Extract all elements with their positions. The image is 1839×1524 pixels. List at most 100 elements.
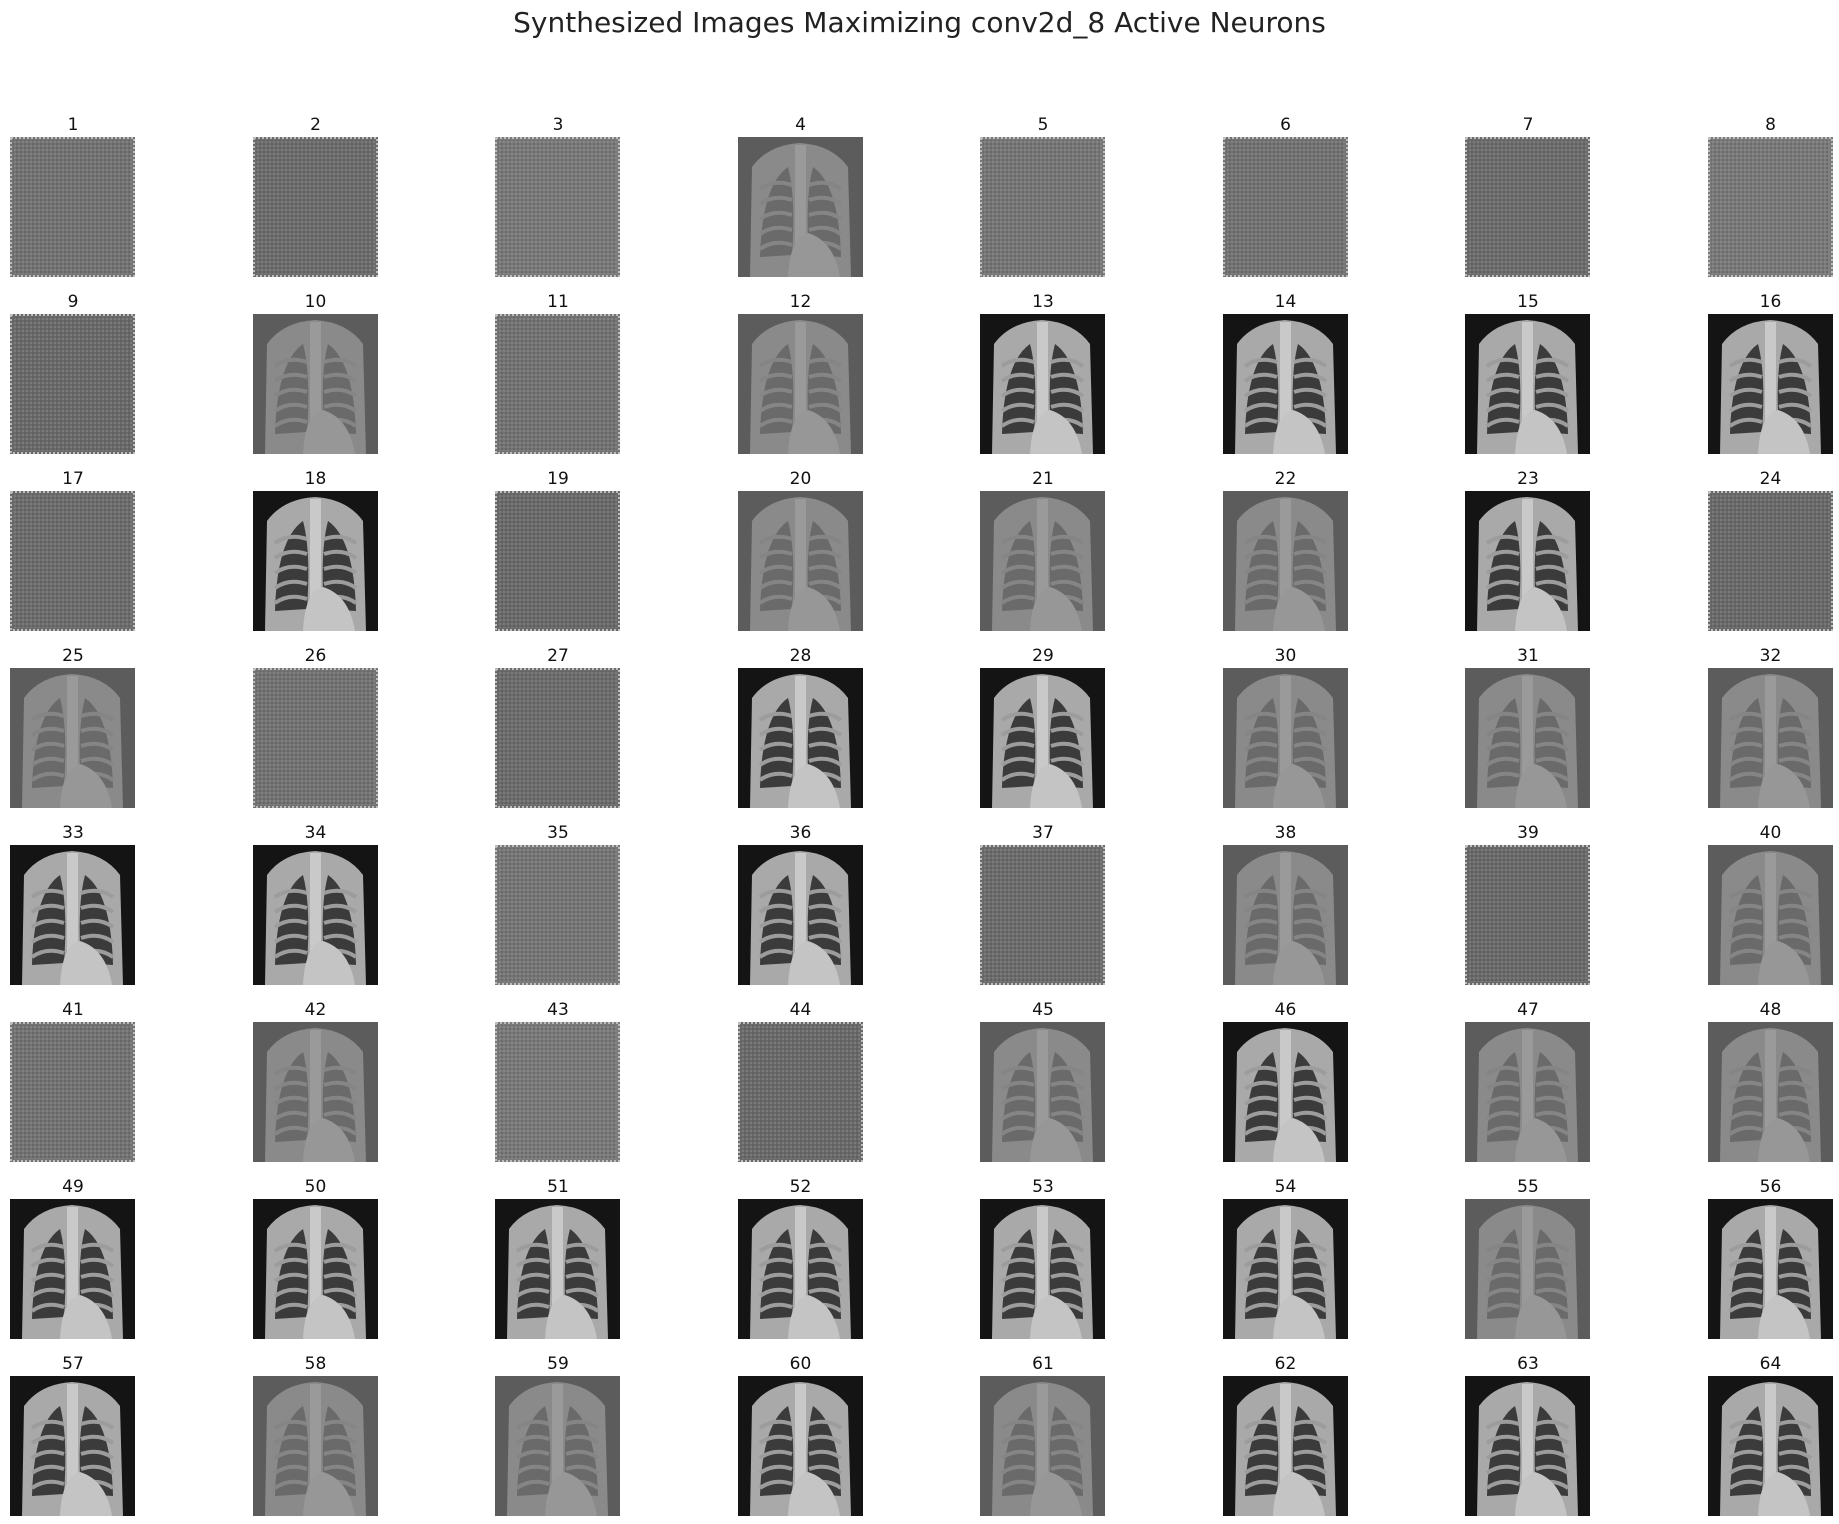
tile-label: 41 xyxy=(62,1000,84,1020)
synthesized-image xyxy=(980,1376,1105,1516)
synthesized-image xyxy=(737,314,863,454)
tile-label: 35 xyxy=(547,823,569,843)
tile-label: 34 xyxy=(304,823,327,843)
synthesized-image xyxy=(1465,314,1590,454)
tile-label: 20 xyxy=(789,469,812,489)
synthesized-image xyxy=(737,1376,863,1516)
tile-label: 61 xyxy=(1032,1354,1054,1374)
synthesized-image xyxy=(10,845,135,985)
synthesized-image xyxy=(1707,668,1833,808)
tile-label: 4 xyxy=(795,115,806,135)
synthesized-image xyxy=(1222,1199,1348,1339)
synthesized-image xyxy=(1222,314,1348,454)
tile-label: 10 xyxy=(304,292,327,312)
synthesized-image xyxy=(1707,314,1833,454)
tile-label: 13 xyxy=(1032,292,1054,312)
synthesized-image xyxy=(495,845,620,985)
tile-label: 46 xyxy=(1274,1000,1297,1020)
synthesized-image xyxy=(252,491,378,631)
tile-label: 19 xyxy=(547,469,569,489)
tile-label: 25 xyxy=(62,646,84,666)
tile-label: 37 xyxy=(1032,823,1054,843)
synthesized-image xyxy=(1465,137,1590,277)
tile-label: 2 xyxy=(310,115,321,135)
synthesized-image xyxy=(980,1199,1105,1339)
tile-label: 14 xyxy=(1274,292,1297,312)
synthesized-image xyxy=(252,1376,378,1516)
tile-label: 44 xyxy=(789,1000,812,1020)
tile-label: 17 xyxy=(62,469,84,489)
synthesized-image xyxy=(495,1376,620,1516)
synthesized-image xyxy=(495,1199,620,1339)
synthesized-image xyxy=(1707,1022,1833,1162)
synthesized-image xyxy=(737,1199,863,1339)
tile-label: 63 xyxy=(1517,1354,1539,1374)
tile-label: 11 xyxy=(547,292,569,312)
synthesized-image xyxy=(980,314,1105,454)
synthesized-image xyxy=(1465,1199,1590,1339)
tile-label: 57 xyxy=(62,1354,84,1374)
synthesized-image xyxy=(252,845,378,985)
tile-label: 53 xyxy=(1032,1177,1054,1197)
synthesized-image xyxy=(737,668,863,808)
synthesized-image xyxy=(1707,1376,1833,1516)
synthesized-image xyxy=(495,314,620,454)
tile-label: 39 xyxy=(1517,823,1539,843)
tile-label: 56 xyxy=(1759,1177,1782,1197)
synthesized-image xyxy=(10,668,135,808)
synthesized-image xyxy=(10,314,135,454)
tile-label: 58 xyxy=(304,1354,327,1374)
synthesized-image xyxy=(1707,137,1833,277)
tile-label: 26 xyxy=(304,646,327,666)
tile-label: 45 xyxy=(1032,1000,1054,1020)
synthesized-image xyxy=(252,314,378,454)
tile-label: 29 xyxy=(1032,646,1054,666)
tile-label: 8 xyxy=(1765,115,1776,135)
synthesized-image xyxy=(10,1199,135,1339)
tile-label: 24 xyxy=(1759,469,1782,489)
synthesized-image xyxy=(252,1199,378,1339)
tile-label: 5 xyxy=(1037,115,1049,135)
tile-label: 31 xyxy=(1517,646,1539,666)
synthesized-image xyxy=(980,491,1105,631)
synthesized-image xyxy=(1707,845,1833,985)
tile-label: 36 xyxy=(789,823,812,843)
synthesized-image xyxy=(495,668,620,808)
tile-label: 27 xyxy=(547,646,569,666)
tile-label: 12 xyxy=(789,292,812,312)
synthesized-image xyxy=(10,491,135,631)
tile-label: 62 xyxy=(1274,1354,1297,1374)
tile-label: 6 xyxy=(1280,115,1291,135)
tile-label: 48 xyxy=(1759,1000,1782,1020)
synthesized-image xyxy=(737,137,863,277)
synthesized-image xyxy=(1222,1022,1348,1162)
synthesized-image xyxy=(495,491,620,631)
synthesized-image xyxy=(10,1022,135,1162)
tile-label: 23 xyxy=(1517,469,1539,489)
synthesized-image xyxy=(252,137,378,277)
synthesized-image xyxy=(980,1022,1105,1162)
synthesized-image xyxy=(1465,1376,1590,1516)
tile-label: 30 xyxy=(1274,646,1297,666)
synthesized-image xyxy=(737,1022,863,1162)
tile-label: 47 xyxy=(1517,1000,1539,1020)
tile-label: 18 xyxy=(304,469,327,489)
tile-label: 32 xyxy=(1759,646,1782,666)
tile-label: 3 xyxy=(552,115,564,135)
synthesized-image xyxy=(1465,491,1590,631)
tile-label: 59 xyxy=(547,1354,569,1374)
synthesized-image xyxy=(980,668,1105,808)
figure-title: Synthesized Images Maximizing conv2d_8 A… xyxy=(513,6,1326,39)
synthesized-image xyxy=(495,1022,620,1162)
synthesized-image xyxy=(1222,137,1348,277)
synthesized-image xyxy=(1465,668,1590,808)
tile-label: 21 xyxy=(1032,469,1054,489)
tile-label: 50 xyxy=(304,1177,327,1197)
synthesized-image xyxy=(252,1022,378,1162)
tile-label: 60 xyxy=(789,1354,812,1374)
synthesized-image xyxy=(10,137,135,277)
tile-label: 33 xyxy=(62,823,84,843)
synthesized-image xyxy=(737,845,863,985)
synthesized-image xyxy=(737,491,863,631)
